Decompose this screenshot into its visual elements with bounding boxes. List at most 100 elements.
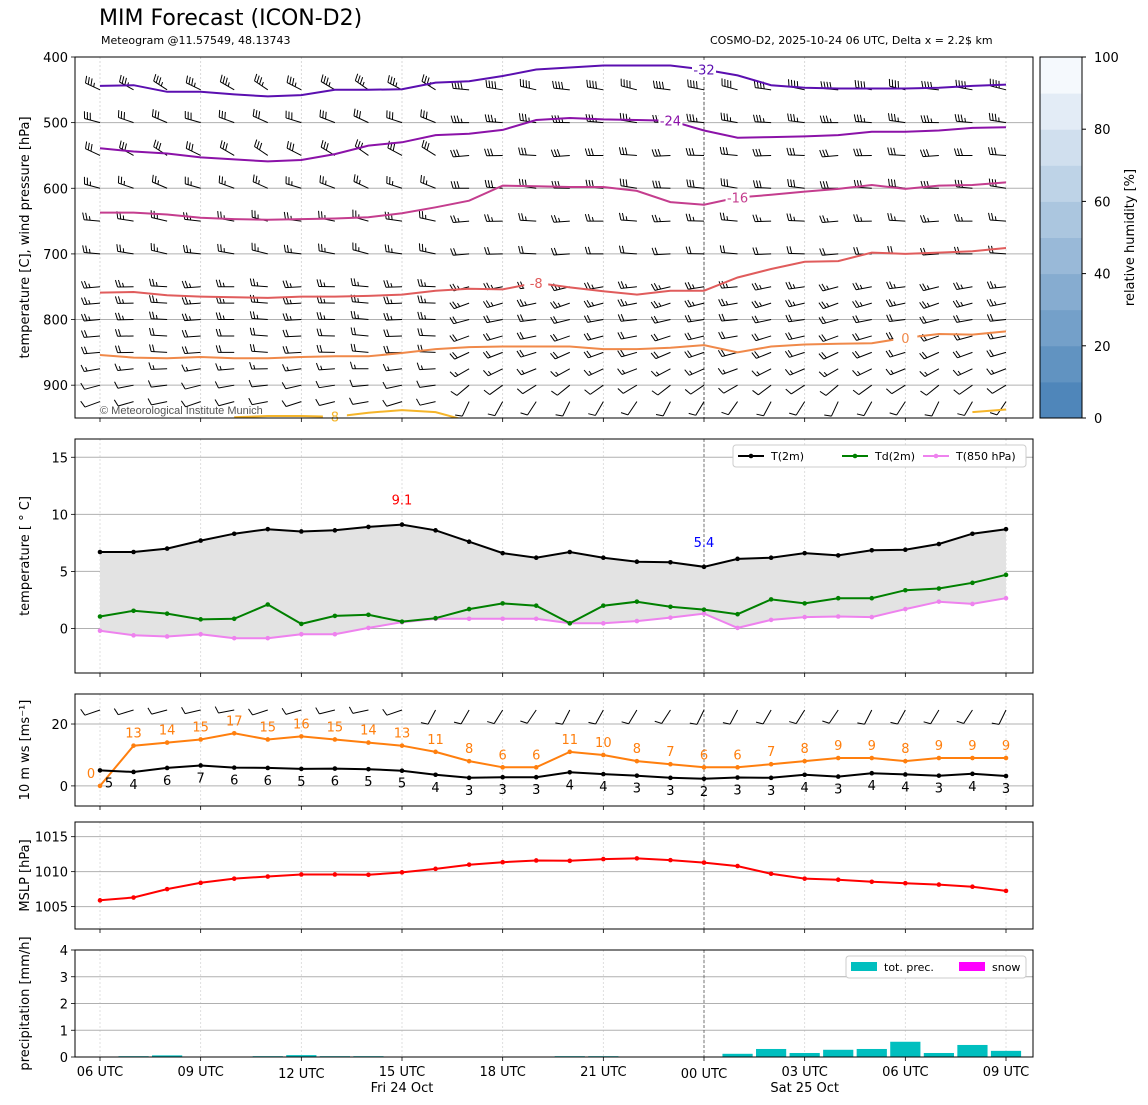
wind-barb [785,332,805,341]
wind-barb [282,345,302,354]
barb-feather [181,280,186,289]
wind-barb [316,312,335,321]
barb-staff [118,709,134,716]
data-point [399,768,405,774]
barb-feather [256,141,260,149]
y-tick-label: 600 [43,182,68,197]
barb-staff [184,218,201,222]
x-tick-label: 21 UTC [580,1065,626,1080]
barb-feather [690,80,692,88]
barb-feather [252,278,256,286]
barb-staff [460,709,470,725]
barb-feather [316,312,320,320]
isotherm-line [100,181,1007,221]
barb-feather [117,329,122,337]
wind-barb [919,301,940,309]
barb-feather [80,364,85,372]
barb-half-feather [188,316,192,321]
barb-feather [953,282,958,290]
barb-feather [552,301,558,308]
wind-barb [82,212,101,222]
data-point [869,614,875,620]
barb-feather [252,295,256,303]
barb-feather [153,73,157,82]
barb-half-feather [286,366,289,371]
barb-feather [587,246,591,255]
barb-staff [789,368,805,376]
wind-barb [819,215,839,223]
barb-feather [821,316,827,324]
barb-feather [248,397,253,405]
barb-feather [852,389,860,395]
value-label: 9 [968,739,976,754]
barb-feather [281,400,287,407]
data-point [500,550,505,556]
barb-staff [788,154,805,156]
barb-feather [420,295,424,303]
wind-barb [382,363,403,372]
barb-feather [181,706,186,714]
barb-feather [291,143,295,152]
barb-half-feather [320,365,323,370]
data-point [802,772,807,778]
precip-bar [890,1041,921,1057]
barb-half-feather [930,118,933,123]
barb-feather [418,243,421,251]
barb-feather [424,141,428,149]
barb-feather [953,213,957,222]
wind-barb [824,401,839,417]
wind-barb [147,380,168,388]
barb-feather [755,214,759,222]
barb-staff [889,154,906,156]
barb-staff [285,183,302,189]
isotherm-label-bg [725,188,750,205]
data-point [835,614,841,619]
barb-feather [756,413,764,417]
barb-feather [586,300,592,307]
barb-feather [149,311,152,319]
barb-staff [594,401,604,416]
wind-barb-10m [487,709,504,725]
barb-half-feather [155,298,158,303]
barb-feather [282,364,286,372]
barb-feather [149,344,152,352]
barb-feather [651,247,655,255]
barb-feather [483,301,488,308]
barb-staff [186,147,201,156]
value-label: 6 [700,748,708,763]
wind-barb [484,247,503,255]
extreme-annotation: 9.1 [392,494,413,509]
wind-barb [218,175,235,189]
barb-feather [417,278,421,287]
barb-feather [85,141,88,149]
barb-feather [989,313,994,322]
barb-feather [392,143,396,151]
precip-bar [856,1048,887,1057]
wind-barb [685,213,705,222]
barb-staff [219,116,235,124]
barb-staff [487,351,503,359]
barb-half-feather [160,81,164,87]
data-point [668,857,673,863]
barb-half-feather [155,314,158,320]
data-point [1003,595,1009,601]
barb-staff [762,709,772,725]
barb-staff [151,217,168,222]
data-point [299,529,304,534]
barb-feather [491,80,494,89]
barb-feather [784,350,790,358]
barb-feather [321,211,323,219]
data-point [668,604,673,610]
wind-barb [417,328,436,337]
barb-half-feather [328,82,331,87]
barb-feather [720,112,723,120]
wind-barb [988,112,1007,124]
data-point [1003,773,1009,779]
legend-label: snow [992,961,1020,974]
barb-feather [991,722,1000,725]
data-point [735,625,740,631]
barb-feather [516,332,522,340]
barb-half-feather [454,371,459,376]
barb-feather [386,296,390,304]
